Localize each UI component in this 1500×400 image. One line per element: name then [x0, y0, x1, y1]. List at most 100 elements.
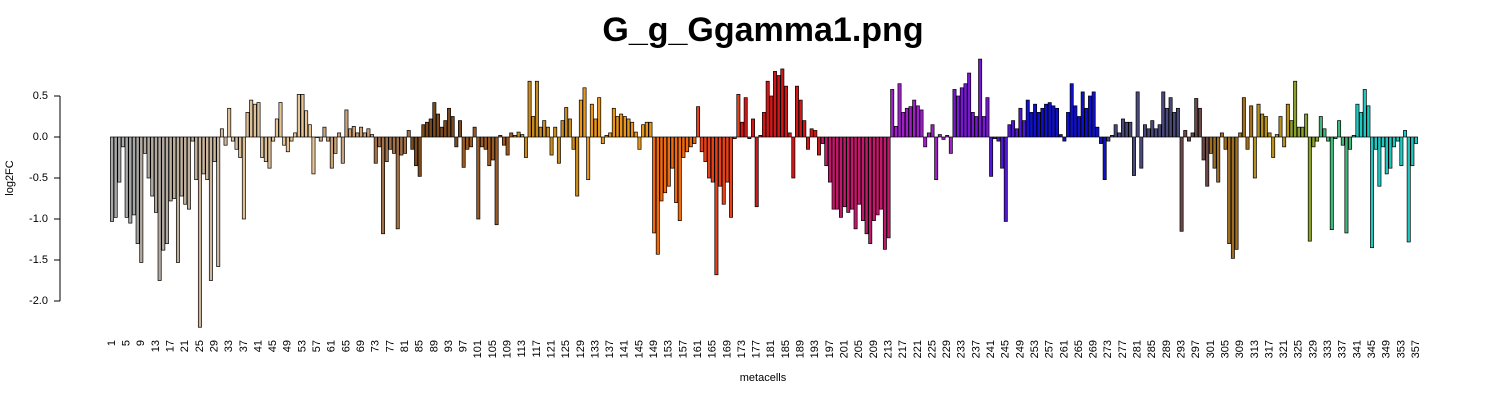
x-tick-label: 185 — [780, 340, 792, 358]
x-tick-label: 229 — [941, 340, 953, 358]
bar — [904, 107, 909, 138]
x-tick-label: 137 — [604, 340, 616, 358]
bar — [1135, 91, 1140, 138]
x-tick-label: 213 — [882, 340, 894, 358]
bar — [846, 136, 851, 213]
x-tick-label: 313 — [1249, 340, 1261, 358]
bar — [824, 136, 829, 167]
x-tick-label: 69 — [355, 340, 367, 352]
bar — [392, 136, 397, 154]
bar — [703, 136, 708, 162]
x-tick-label: 257 — [1044, 340, 1056, 358]
bar — [1161, 91, 1166, 138]
bar — [249, 99, 254, 138]
x-tick-label: 345 — [1366, 340, 1378, 358]
bar — [1055, 107, 1060, 138]
bar — [223, 136, 228, 146]
x-tick-label: 121 — [545, 340, 557, 358]
bar — [578, 99, 583, 138]
bar — [1208, 136, 1213, 154]
x-tick-label: 237 — [970, 340, 982, 358]
bar — [366, 128, 371, 138]
bar — [1333, 136, 1338, 139]
x-tick-label: 301 — [1205, 340, 1217, 358]
bar — [1344, 136, 1349, 234]
x-tick-label: 209 — [868, 340, 880, 358]
bar — [1278, 116, 1283, 138]
x-tick-label: 269 — [1088, 340, 1100, 358]
x-tick-label: 325 — [1293, 340, 1305, 358]
bar — [813, 130, 818, 138]
bar — [384, 136, 389, 162]
bar — [432, 102, 437, 138]
x-tick-label: 277 — [1117, 340, 1129, 358]
bar — [282, 136, 287, 146]
bar — [930, 124, 935, 138]
x-tick-label: 141 — [619, 340, 631, 358]
bar — [1197, 107, 1202, 138]
bar — [399, 136, 404, 156]
bar — [762, 112, 766, 138]
bar — [498, 135, 503, 138]
bar — [571, 136, 576, 150]
bar — [692, 136, 697, 144]
bar — [260, 136, 265, 158]
bar — [1230, 136, 1235, 259]
bar — [1304, 113, 1309, 138]
bar — [886, 136, 891, 239]
bar — [340, 136, 345, 164]
bar — [454, 136, 459, 148]
bar — [110, 136, 114, 222]
x-tick-label: 293 — [1176, 340, 1188, 358]
x-tick-label: 217 — [897, 340, 909, 358]
bar — [978, 58, 983, 138]
x-tick-label: 161 — [692, 340, 704, 358]
bar — [520, 134, 525, 138]
bar — [560, 120, 565, 138]
bar — [117, 136, 122, 183]
bar — [1245, 136, 1250, 150]
bar — [234, 136, 239, 150]
bar — [1260, 113, 1265, 138]
x-tick-label: 181 — [765, 340, 777, 358]
bar — [190, 136, 195, 142]
bar — [161, 136, 166, 251]
bar — [956, 95, 961, 138]
bar — [212, 136, 217, 162]
bar — [827, 136, 832, 183]
bar — [948, 136, 953, 154]
bar — [963, 83, 968, 138]
bar — [875, 136, 880, 216]
bar — [1395, 136, 1400, 142]
bar — [945, 135, 950, 138]
bar — [1216, 136, 1221, 183]
bar — [1227, 136, 1232, 244]
x-tick-label: 65 — [340, 340, 352, 352]
bar — [329, 136, 334, 169]
bar — [274, 118, 279, 138]
bar — [1252, 136, 1257, 179]
bar — [655, 136, 660, 255]
y-tick-label: -0.5 — [29, 172, 48, 184]
bar — [300, 94, 305, 138]
bar — [751, 118, 755, 138]
x-tick-label: 189 — [795, 340, 807, 358]
bar — [135, 136, 140, 244]
bar — [1047, 102, 1052, 138]
x-tick-label: 305 — [1219, 340, 1231, 358]
x-tick-label: 117 — [531, 340, 543, 358]
bar — [970, 112, 975, 138]
bar — [1370, 136, 1375, 249]
bar — [959, 87, 964, 138]
y-axis-label: log2FC — [4, 160, 16, 196]
bar — [1000, 136, 1005, 169]
bar — [842, 136, 847, 208]
bar — [509, 132, 514, 138]
bar — [1381, 136, 1386, 148]
x-tick-label: 329 — [1307, 340, 1319, 358]
bar — [1219, 132, 1224, 138]
bar — [1311, 136, 1316, 148]
bar — [1205, 136, 1210, 187]
bar — [648, 121, 653, 138]
x-tick-label: 73 — [370, 340, 382, 352]
